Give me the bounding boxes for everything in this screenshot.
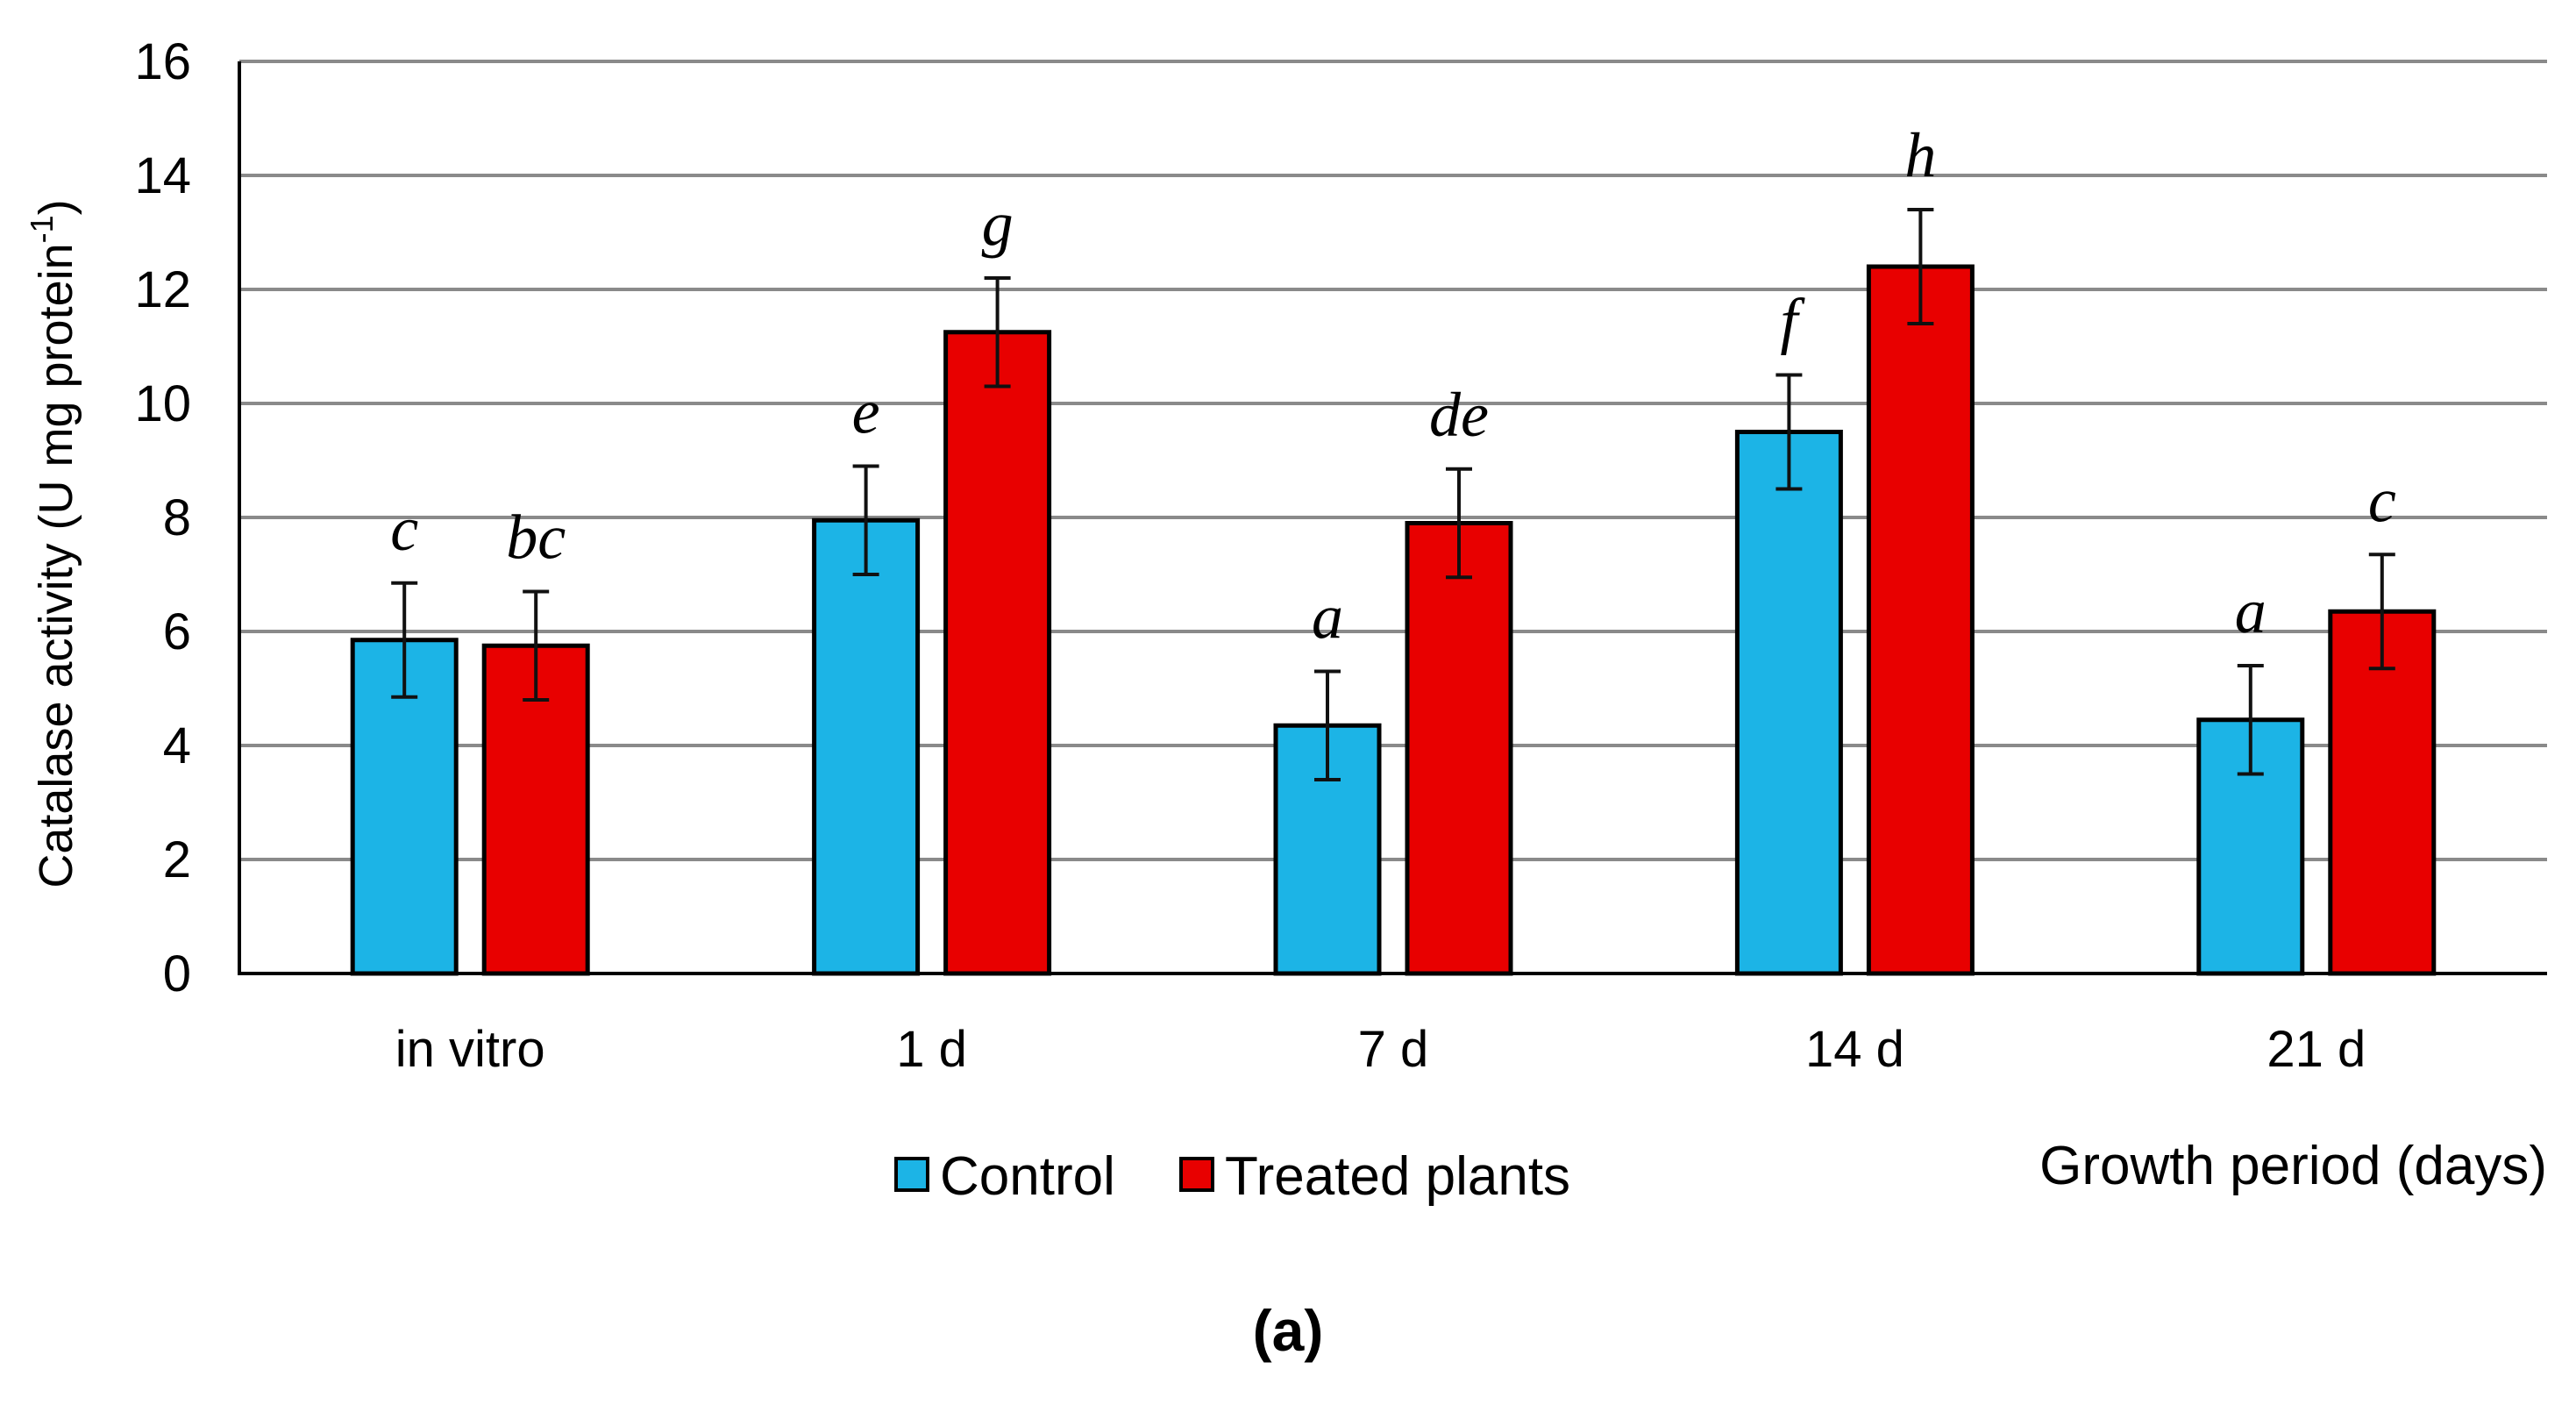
axes — [238, 61, 2547, 975]
x-tick-label-3: 14 d — [1805, 1021, 1904, 1078]
x-tick-label-0: in vitro — [395, 1021, 545, 1078]
y-axis-label-text: Catalase activity (U mg protein — [30, 243, 82, 888]
y-axis-label: Catalase activity (U mg protein-1) — [24, 199, 82, 888]
bars: c bc e g a de f h a c — [350, 120, 2437, 976]
significance-letter-1-0: bc — [506, 503, 566, 573]
y-tick-label-12: 12 — [134, 261, 191, 318]
y-tick-label-4: 4 — [163, 717, 191, 774]
bar-treated-1 — [943, 330, 1052, 976]
y-axis-ticks: 0 2 4 6 8 10 12 14 16 — [134, 33, 191, 1002]
y-tick-label-2: 2 — [163, 831, 191, 888]
significance-letter-1-4: c — [2368, 465, 2396, 535]
significance-letter-1-2: de — [1429, 380, 1489, 450]
x-axis-categories: in vitro 1 d 7 d 14 d 21 d — [395, 1021, 2366, 1078]
bar-treated-3 — [1866, 264, 1975, 976]
y-tick-label-8: 8 — [163, 489, 191, 546]
bar-treated-2 — [1405, 521, 1513, 976]
gridlines — [239, 60, 2547, 861]
y-tick-label-10: 10 — [134, 375, 191, 432]
y-axis-label-close: ) — [30, 199, 82, 215]
panel-label: (a) — [1253, 1298, 1324, 1363]
bar-control-3 — [1734, 430, 1843, 976]
significance-letter-0-2: a — [1312, 582, 1343, 653]
significance-letter-1-1: g — [982, 189, 1014, 259]
x-tick-label-2: 7 d — [1358, 1021, 1429, 1078]
y-tick-label-6: 6 — [163, 603, 191, 660]
x-tick-label-1: 1 d — [896, 1021, 967, 1078]
bar-control-1 — [812, 517, 921, 976]
x-axis-label: Growth period (days) — [2039, 1136, 2547, 1196]
significance-letter-0-1: e — [852, 377, 880, 447]
legend-label-control: Control — [940, 1146, 1115, 1207]
legend-label-treated: Treated plants — [1225, 1146, 1570, 1207]
significance-letter-0-4: a — [2235, 576, 2266, 646]
y-tick-label-0: 0 — [163, 945, 191, 1002]
significance-letter-1-3: h — [1904, 120, 1936, 190]
y-tick-label-16: 16 — [134, 33, 191, 90]
x-tick-label-4: 21 d — [2266, 1021, 2366, 1078]
y-tick-label-14: 14 — [134, 147, 191, 204]
legend: Control Treated plants — [894, 1146, 1570, 1207]
legend-swatch-control — [894, 1157, 929, 1192]
legend-swatch-treated — [1179, 1157, 1214, 1192]
significance-letter-0-3: f — [1780, 286, 1805, 356]
significance-letter-0-0: c — [390, 494, 418, 564]
y-axis-label-superscript: -1 — [24, 215, 60, 243]
